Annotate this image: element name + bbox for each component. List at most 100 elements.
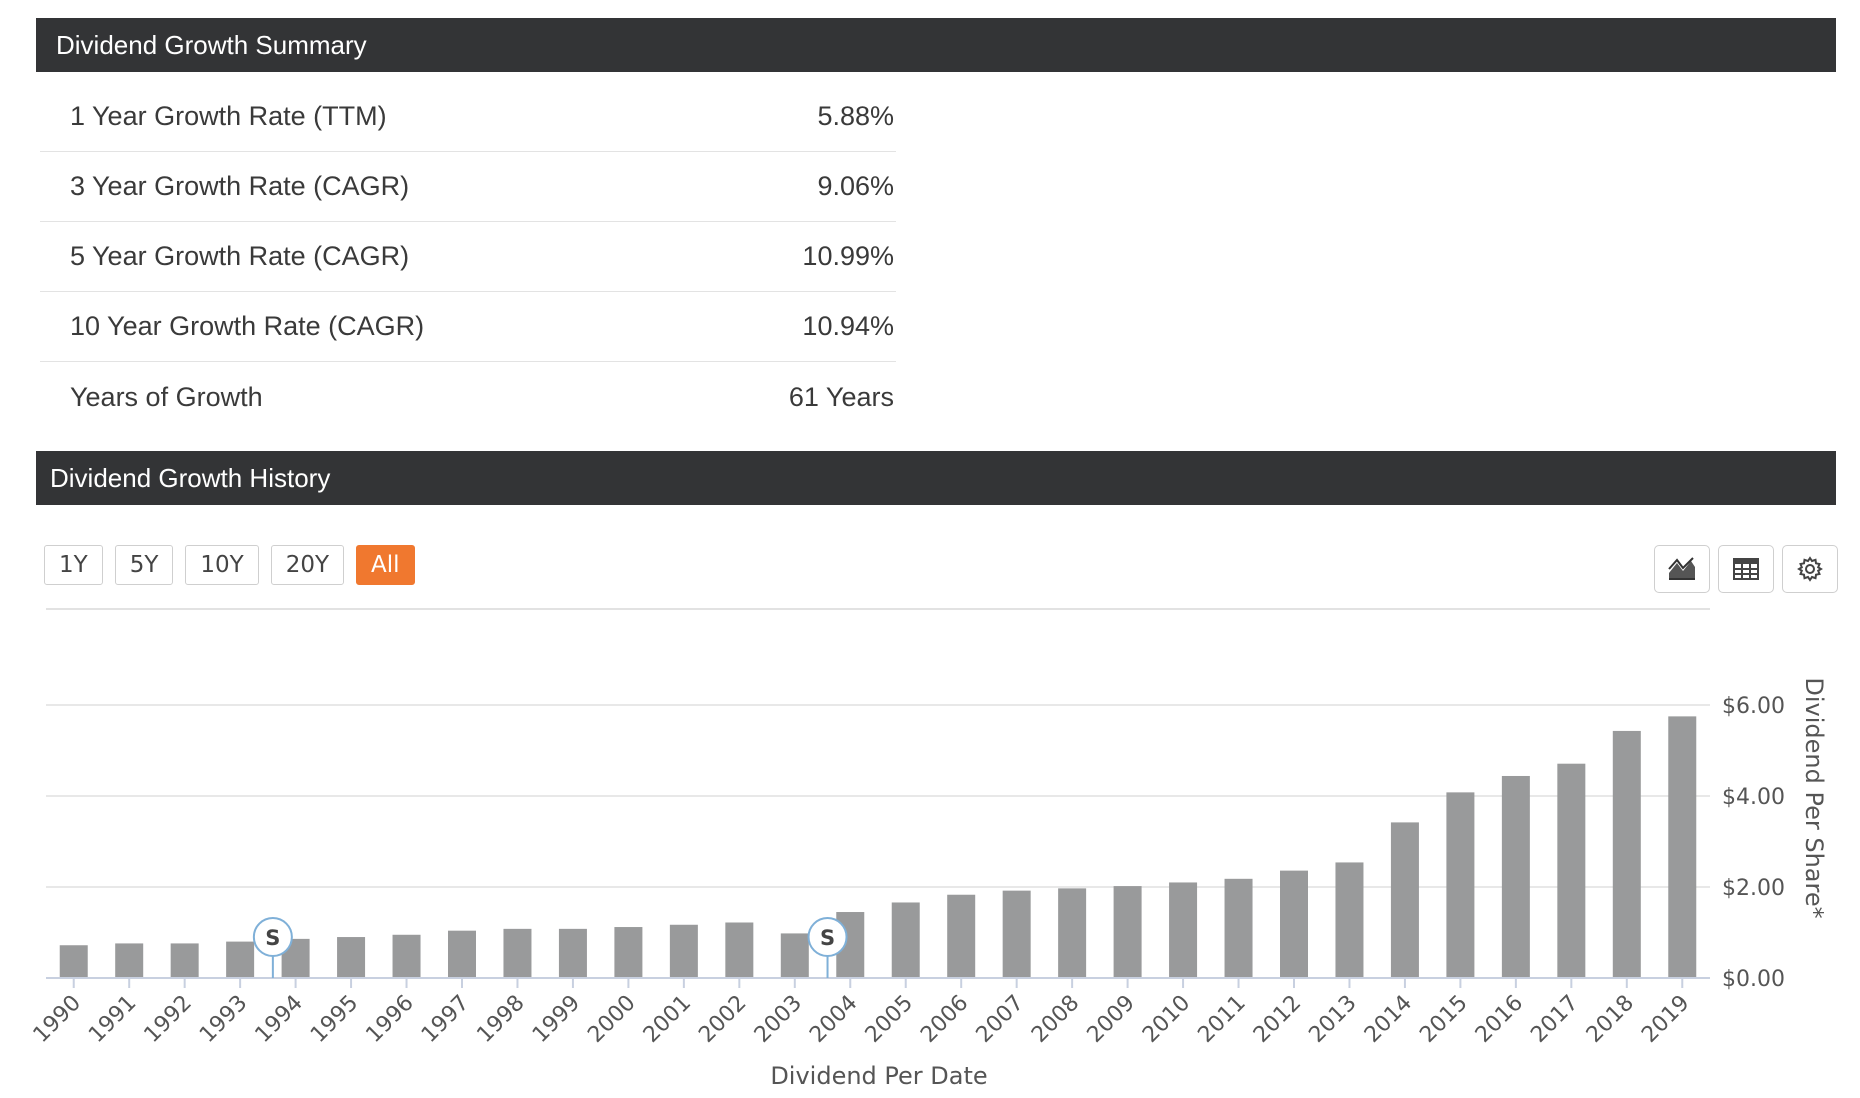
- x-axis: 1990199119921993199419951996199719981999…: [29, 977, 1710, 1048]
- y-axis-title: Dividend Per Share*: [1800, 677, 1828, 918]
- row-value: 9.06%: [817, 171, 894, 201]
- x-tick-label: 1994: [251, 991, 308, 1048]
- range-20y-button[interactable]: 20Y: [270, 545, 345, 585]
- bar[interactable]: [1169, 882, 1198, 978]
- split-marker-label: S: [820, 926, 835, 950]
- bar[interactable]: [1002, 890, 1031, 978]
- x-axis-title: Dividend Per Date: [770, 1062, 987, 1090]
- x-tick-label: 2006: [916, 991, 973, 1048]
- area-chart-icon: [1668, 557, 1695, 580]
- summary-row: 5 Year Growth Rate (CAGR) 10.99%: [40, 222, 896, 292]
- summary-row: 3 Year Growth Rate (CAGR) 9.06%: [40, 152, 896, 222]
- bar[interactable]: [891, 902, 920, 978]
- settings-button[interactable]: [1782, 545, 1838, 593]
- bar[interactable]: [669, 924, 698, 978]
- row-value: 10.99%: [802, 241, 894, 271]
- row-value: 10.94%: [802, 311, 894, 341]
- row-label: 5 Year Growth Rate (CAGR): [70, 241, 410, 271]
- range-all-button[interactable]: All: [356, 545, 415, 585]
- bar[interactable]: [59, 945, 88, 978]
- y-axis: $0.00 $2.00 $4.00 $6.00: [1722, 694, 1785, 992]
- summary-row: Years of Growth 61 Years: [40, 362, 896, 432]
- x-tick-label: 2002: [694, 991, 751, 1048]
- x-tick-label: 2001: [639, 991, 696, 1048]
- x-tick-label: 1992: [140, 991, 197, 1048]
- x-tick-label: 2019: [1637, 991, 1694, 1048]
- bar[interactable]: [1501, 775, 1530, 978]
- x-tick-label: 2011: [1194, 991, 1251, 1048]
- table-icon: [1733, 558, 1759, 580]
- bar[interactable]: [558, 928, 587, 978]
- y-tick-label: $6.00: [1722, 694, 1785, 719]
- bar[interactable]: [1058, 888, 1087, 978]
- bar[interactable]: [392, 934, 421, 978]
- bar[interactable]: [115, 943, 144, 978]
- x-tick-label: 2004: [805, 991, 862, 1048]
- gear-icon: [1797, 556, 1823, 582]
- x-tick-label: 1990: [29, 991, 86, 1048]
- bar[interactable]: [1224, 878, 1253, 978]
- bar[interactable]: [448, 930, 476, 978]
- x-tick-label: 1997: [417, 991, 474, 1048]
- area-chart-button[interactable]: [1654, 545, 1710, 593]
- x-tick-label: 2016: [1471, 991, 1528, 1048]
- bar[interactable]: [780, 933, 809, 978]
- bar[interactable]: [947, 894, 976, 978]
- bar[interactable]: [1280, 870, 1308, 978]
- row-label: Years of Growth: [70, 381, 263, 412]
- bar[interactable]: [170, 943, 199, 978]
- x-tick-label: 2000: [583, 991, 640, 1048]
- bar[interactable]: [1113, 886, 1142, 978]
- bar[interactable]: [614, 927, 643, 978]
- bar[interactable]: [1557, 763, 1586, 978]
- x-tick-label: 1995: [306, 991, 363, 1048]
- split-marker-label: S: [265, 926, 280, 950]
- bar[interactable]: [226, 941, 255, 978]
- x-tick-label: 1996: [362, 991, 419, 1048]
- summary-header: Dividend Growth Summary: [36, 18, 1836, 72]
- x-tick-label: 2008: [1027, 991, 1084, 1048]
- bar[interactable]: [725, 922, 754, 978]
- range-1y-button[interactable]: 1Y: [44, 545, 103, 585]
- x-tick-label: 1993: [195, 991, 252, 1048]
- range-selector: 1Y 5Y 10Y 20Y All: [44, 545, 415, 585]
- x-tick-label: 1998: [472, 991, 529, 1048]
- row-label: 10 Year Growth Rate (CAGR): [70, 311, 425, 341]
- x-tick-label: 2013: [1304, 991, 1361, 1048]
- split-marker[interactable]: [807, 917, 848, 957]
- history-header: Dividend Growth History: [36, 451, 1836, 505]
- x-tick-label: 2005: [861, 991, 918, 1048]
- bar[interactable]: [1446, 792, 1475, 978]
- summary-row: 10 Year Growth Rate (CAGR) 10.94%: [40, 292, 896, 362]
- x-tick-label: 2010: [1138, 991, 1195, 1048]
- x-tick-label: 2007: [972, 991, 1029, 1048]
- bar[interactable]: [337, 937, 366, 978]
- bar[interactable]: [503, 928, 532, 978]
- range-10y-button[interactable]: 10Y: [185, 545, 259, 585]
- split-marker[interactable]: [252, 917, 293, 957]
- growth-summary-table: 1 Year Growth Rate (TTM) 5.88% 3 Year Gr…: [40, 82, 896, 432]
- row-value: 61 Years: [788, 381, 894, 412]
- x-tick-label: 1991: [84, 991, 141, 1048]
- bar[interactable]: [1612, 730, 1641, 978]
- x-tick-label: 2009: [1083, 991, 1140, 1048]
- row-label: 3 Year Growth Rate (CAGR): [70, 171, 410, 201]
- y-tick-label: $2.00: [1722, 876, 1785, 901]
- y-tick-label: $0.00: [1722, 967, 1785, 992]
- bars: [59, 716, 1697, 978]
- x-tick-label: 2018: [1582, 991, 1639, 1048]
- bar[interactable]: [1668, 716, 1697, 978]
- x-tick-label: 1999: [528, 991, 585, 1048]
- dividend-history-chart: 1990199119921993199419951996199719981999…: [29, 608, 1828, 1090]
- y-tick-label: $4.00: [1722, 785, 1785, 810]
- x-tick-label: 2015: [1415, 991, 1472, 1048]
- x-tick-label: 2003: [750, 991, 807, 1048]
- bar[interactable]: [1390, 822, 1419, 978]
- bar[interactable]: [1335, 862, 1364, 978]
- table-view-button[interactable]: [1718, 545, 1774, 593]
- grid-lines: [46, 704, 1710, 888]
- range-5y-button[interactable]: 5Y: [114, 545, 174, 585]
- chart-toolbar: [1654, 545, 1838, 593]
- x-tick-label: 2014: [1360, 991, 1417, 1048]
